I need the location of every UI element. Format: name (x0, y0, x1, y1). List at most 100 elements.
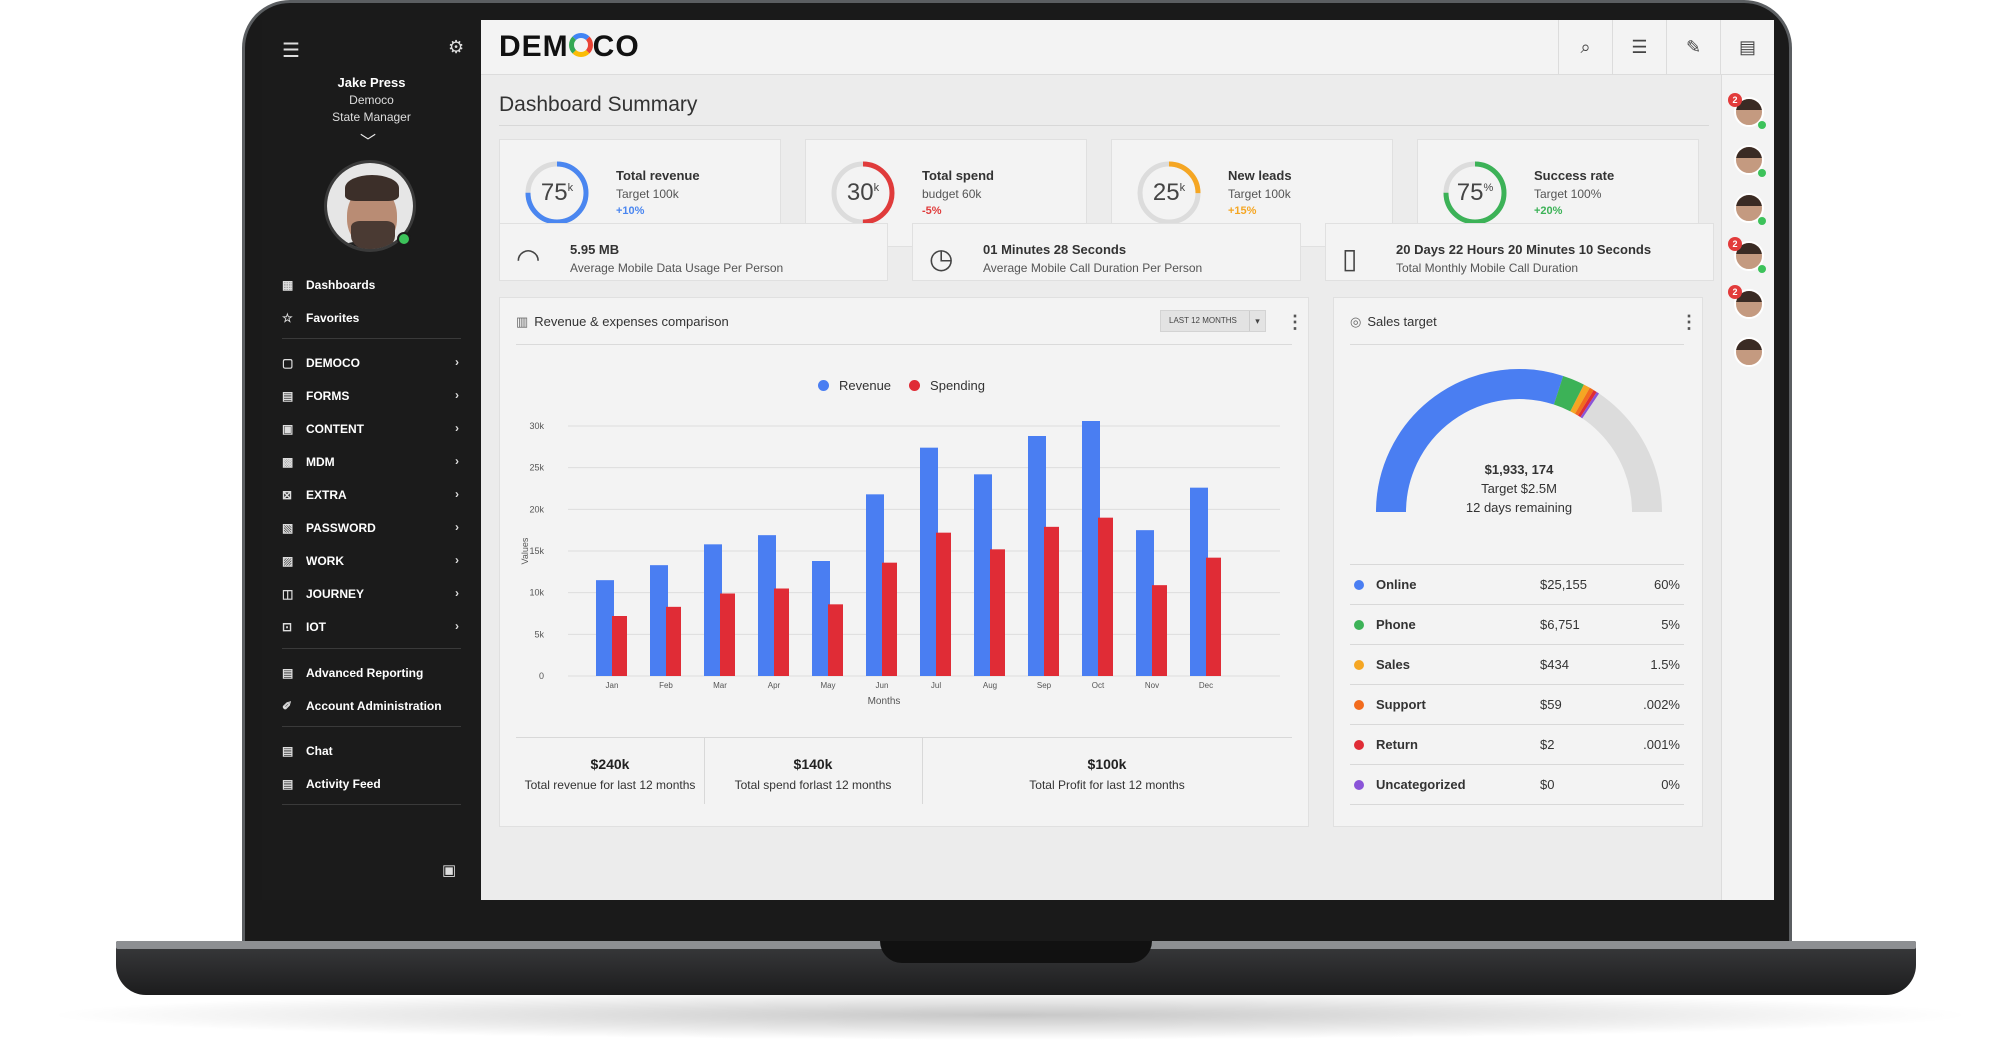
bar-revenue-jun[interactable] (866, 494, 884, 676)
stat-card[interactable]: ◷ 01 Minutes 28 Seconds Average Mobile Cal… (912, 223, 1301, 281)
sidebar-item-label: DEMOCO (306, 355, 360, 370)
bar-spending-may[interactable] (828, 604, 843, 676)
bar-spending-jan[interactable] (612, 616, 627, 676)
bar-spending-jun[interactable] (882, 562, 897, 676)
more-options-icon[interactable]: ⋮ (1286, 312, 1304, 332)
sales-row-return[interactable]: Return $2 .001% (1350, 725, 1684, 765)
sidebar-item-favorites[interactable]: ☆ Favorites (262, 301, 481, 334)
gauge-segment-sales[interactable] (1570, 384, 1590, 414)
stat-card[interactable]: ▯ 20 Days 22 Hours 20 Minutes 10 Seconds T… (1325, 223, 1714, 281)
qr-code-icon[interactable]: ▣ (442, 862, 457, 879)
sidebar-item-chat[interactable]: ▤ Chat (262, 734, 481, 767)
gauge-segment-uncategorized[interactable] (1580, 391, 1600, 419)
range-select[interactable]: LAST 12 MONTHS ▾ (1160, 310, 1266, 332)
search-icon[interactable]: ⌕ (1558, 20, 1612, 75)
bar-revenue-mar[interactable] (704, 544, 722, 676)
bar-revenue-jan[interactable] (596, 580, 614, 676)
sales-target-panel: ◎ Sales target ⋮ $1,933, 174 Target $2.5M… (1333, 297, 1703, 827)
bar-spending-jul[interactable] (936, 532, 951, 676)
hamburger-menu-icon[interactable]: ☰ (282, 40, 300, 62)
bar-spending-apr[interactable] (774, 588, 789, 677)
sales-row-name: Uncategorized (1376, 777, 1466, 792)
chevron-down-icon[interactable]: ▾ (1249, 311, 1265, 331)
sidebar-item-journey[interactable]: ◫ JOURNEY › (262, 577, 481, 610)
gear-icon[interactable]: ⚙ (448, 37, 465, 57)
gauge-fill (831, 161, 895, 225)
legend-revenue[interactable]: Revenue (839, 378, 892, 393)
avatar[interactable] (324, 160, 416, 252)
stat-card[interactable]: ◠ 5.95 MB Average Mobile Data Usage Per Pe… (499, 223, 888, 281)
sidebar-item-iot[interactable]: ⊡ IOT › (262, 610, 481, 643)
chevron-right-icon: › (455, 553, 459, 567)
main-content: Dashboard Summary 75 k Total revenue Target… (481, 75, 1721, 900)
notes-icon[interactable]: ▤ (1720, 20, 1774, 75)
kpi-value: 75 k (540, 179, 574, 206)
notification-badge: 2 (1728, 285, 1742, 299)
contact-avatar[interactable] (1734, 289, 1764, 319)
chevron-right-icon: › (455, 388, 459, 402)
sidebar-item-democo[interactable]: ▢ DEMOCO › (262, 346, 481, 379)
kpi-value: 75% (1456, 179, 1494, 206)
sidebar-item-forms[interactable]: ▤ FORMS › (262, 379, 481, 412)
paperclip-icon[interactable]: ✎ (1666, 20, 1720, 75)
sidebar-item-advanced-reporting[interactable]: ▤ Advanced Reporting (262, 656, 481, 689)
bar-revenue-aug[interactable] (974, 474, 992, 676)
sidebar-item-dashboards[interactable]: ▦ Dashboards (262, 268, 481, 301)
bar-revenue-may[interactable] (812, 561, 830, 676)
more-options-icon[interactable]: ⋮ (1680, 312, 1698, 332)
bar-spending-feb[interactable] (666, 606, 681, 676)
gauge-segment-phone[interactable] (1553, 375, 1584, 412)
gauge-segment-online[interactable] (1376, 369, 1564, 513)
sidebar-item-account-administration[interactable]: ✐ Account Administration (262, 689, 481, 722)
bar-revenue-apr[interactable] (758, 535, 776, 676)
sidebar-item-label: IOT (306, 619, 326, 634)
bar-spending-oct[interactable] (1098, 517, 1113, 676)
stat-value: 01 Minutes 28 Seconds (983, 242, 1127, 257)
sales-row-phone[interactable]: Phone $6,751 5% (1350, 605, 1684, 645)
gauge-segment-return[interactable] (1578, 390, 1597, 418)
list-icon[interactable]: ☰ (1612, 20, 1666, 75)
sidebar-item-label: FORMS (306, 388, 350, 403)
kpi-target: Target 100k (1228, 187, 1291, 201)
chevron-right-icon: › (455, 355, 459, 369)
sales-row-support[interactable]: Support $59 .002% (1350, 685, 1684, 725)
sales-row-online[interactable]: Online $25,155 60% (1350, 565, 1684, 605)
user-name: Jake Press (337, 75, 406, 90)
bar-spending-mar[interactable] (720, 593, 735, 677)
democo-logo[interactable]: DEM CO (499, 30, 640, 63)
clock-icon: ◷ (929, 243, 954, 274)
sidebar-item-activity-feed[interactable]: ▤ Activity Feed (262, 767, 481, 800)
stat-label: Total Monthly Mobile Call Duration (1396, 261, 1579, 275)
contact-avatar[interactable] (1734, 193, 1764, 223)
bar-revenue-sep[interactable] (1028, 436, 1046, 676)
gauge-fill (525, 161, 589, 225)
sales-row-uncategorized[interactable]: Uncategorized $0 0% (1350, 765, 1684, 805)
sidebar-item-content[interactable]: ▣ CONTENT › (262, 412, 481, 445)
sales-row-percent: 5% (1661, 617, 1680, 632)
contact-avatar[interactable] (1734, 337, 1764, 367)
gauge-segment-support[interactable] (1574, 387, 1594, 416)
notification-badge: 2 (1728, 93, 1742, 107)
bar-revenue-oct[interactable] (1082, 421, 1100, 676)
x-tick-label: Mar (713, 681, 727, 690)
sidebar-item-extra[interactable]: ⊠ EXTRA › (262, 478, 481, 511)
kpi-gauge (525, 161, 589, 225)
legend-spending[interactable]: Spending (930, 378, 985, 393)
kpi-card[interactable]: 30 k Total spend budget 60k -5% (805, 139, 1087, 247)
star-icon: ☆ (282, 310, 293, 325)
sidebar-item-mdm[interactable]: ▩ MDM › (262, 445, 481, 478)
sales-row-name: Return (1376, 737, 1418, 752)
sales-row-sales[interactable]: Sales $434 1.5% (1350, 645, 1684, 685)
bar-spending-sep[interactable] (1044, 526, 1059, 676)
sidebar-item-password[interactable]: ▧ PASSWORD › (262, 511, 481, 544)
bar-revenue-jul[interactable] (920, 447, 938, 676)
bar-revenue-feb[interactable] (650, 565, 668, 676)
sidebar-item-label: Account Administration (306, 698, 442, 713)
bar-revenue-dec[interactable] (1190, 487, 1208, 676)
chevron-down-icon[interactable]: ﹀ (360, 134, 377, 151)
bar-revenue-nov[interactable] (1136, 530, 1154, 676)
bar-spending-nov[interactable] (1152, 585, 1167, 676)
bar-spending-aug[interactable] (990, 549, 1005, 676)
bar-spending-dec[interactable] (1206, 557, 1221, 676)
sidebar-item-work[interactable]: ▨ WORK › (262, 544, 481, 577)
